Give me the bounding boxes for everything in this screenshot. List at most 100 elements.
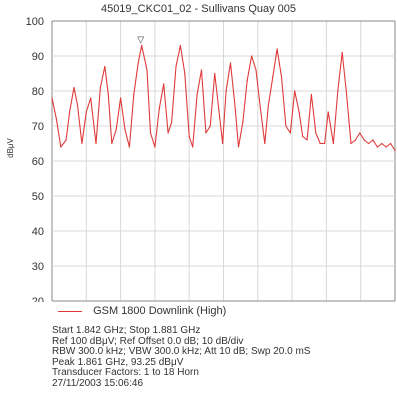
trace-point xyxy=(234,104,236,106)
trace-point xyxy=(280,76,283,78)
y-tick-label: 90 xyxy=(32,51,44,63)
info-line-timestamp: 27/11/2003 15:06:46 xyxy=(52,377,144,389)
trace-point xyxy=(294,90,296,92)
measurement-info: Start 1.842 GHz; Stop 1.881 GHz Ref 100 … xyxy=(52,325,311,390)
y-axis-label: dBμV xyxy=(6,137,15,157)
y-tick-label: 80 xyxy=(32,86,44,98)
trace-point xyxy=(209,125,211,127)
trace-point xyxy=(171,121,173,124)
trace-point xyxy=(276,48,278,50)
trace-point xyxy=(175,65,177,68)
trace-point xyxy=(128,146,130,148)
trace-point xyxy=(289,132,291,134)
trace-point xyxy=(133,93,135,96)
trace-point xyxy=(124,128,126,131)
trace-point xyxy=(272,76,274,78)
peak-marker-icon: ▽ xyxy=(137,36,144,46)
y-tick-label: 40 xyxy=(32,226,44,238)
trace-point xyxy=(332,142,335,145)
info-line-bandwidth: RBW 300.0 kHz; VBW 300.0 kHz; Att 10 dB;… xyxy=(52,346,311,358)
trace-point xyxy=(319,142,321,145)
trace-point xyxy=(237,146,240,148)
trace-point xyxy=(285,125,287,127)
y-tick-label: 30 xyxy=(32,261,44,273)
trace-point xyxy=(267,104,269,106)
trace-points xyxy=(51,44,396,152)
trace-point xyxy=(51,97,53,99)
trace-point xyxy=(65,139,67,141)
trace-point xyxy=(306,139,308,141)
trace-point xyxy=(259,107,262,110)
trace-point xyxy=(68,111,71,113)
trace-point xyxy=(381,142,383,145)
trace-point xyxy=(315,132,317,134)
trace-point xyxy=(222,142,224,145)
y-tick-label: 60 xyxy=(32,156,44,168)
trace-point xyxy=(372,139,374,141)
info-line-span: Start 1.842 GHz; Stop 1.881 GHz xyxy=(52,325,201,336)
trace-point xyxy=(104,65,106,68)
trace-point xyxy=(146,69,148,71)
trace-point xyxy=(115,128,117,131)
trace-point xyxy=(368,142,370,145)
trace-point xyxy=(324,142,326,145)
trace-point xyxy=(184,72,186,75)
trace-point xyxy=(302,135,304,138)
trace-point xyxy=(137,62,139,64)
trace-point xyxy=(385,146,387,148)
y-tick-label: 20 xyxy=(32,296,44,302)
info-line-peak: Peak 1.861 GHz, 93.25 dBμV xyxy=(52,356,184,368)
chart-title: 45019_CKC01_02 - Sullivans Quay 005 xyxy=(100,3,297,15)
trace-point xyxy=(310,93,313,96)
trace-point xyxy=(163,83,165,85)
trace-point xyxy=(242,121,244,124)
trace-point xyxy=(229,62,232,64)
trace-point xyxy=(90,97,92,99)
y-tick-label: 70 xyxy=(32,121,44,133)
y-tick-label: 100 xyxy=(26,16,44,28)
trace-point xyxy=(111,142,113,145)
trace-point xyxy=(141,44,143,47)
trace-point xyxy=(73,86,75,89)
legend: GSM 1800 Downlink (High) xyxy=(58,305,226,317)
legend-swatch xyxy=(58,310,82,312)
trace-point xyxy=(60,146,62,148)
trace-point xyxy=(200,69,203,71)
trace-point xyxy=(81,142,83,145)
trace-point xyxy=(196,93,198,96)
trace-point xyxy=(154,146,156,148)
trace-point xyxy=(107,93,109,96)
info-line-transducer: Transducer Factors: 1 to 18 Horn xyxy=(52,367,199,379)
trace-point xyxy=(76,104,79,106)
spectrum-plot: 100 90 80 70 60 50 40 30 20 dBμV ▽ xyxy=(6,16,396,302)
legend-label: GSM 1800 Downlink (High) xyxy=(93,305,227,317)
trace-point xyxy=(205,132,207,134)
trace-point xyxy=(346,93,348,96)
trace-point xyxy=(363,139,365,141)
trace-point xyxy=(218,111,220,113)
grid xyxy=(51,20,396,302)
trace-point xyxy=(149,132,152,134)
trace-point xyxy=(359,132,361,134)
trace-point xyxy=(188,135,190,138)
trace-point xyxy=(246,79,248,82)
trace-point xyxy=(158,107,160,110)
trace-point xyxy=(350,142,352,145)
trace-point xyxy=(376,146,379,148)
trace-point xyxy=(99,86,101,89)
trace-point xyxy=(225,90,227,92)
trace-point xyxy=(341,51,343,54)
y-tick-labels: 100 90 80 70 60 50 40 30 20 xyxy=(26,16,44,302)
trace-point xyxy=(354,139,357,141)
trace-point xyxy=(214,72,216,75)
trace-point xyxy=(85,111,87,113)
trace-point xyxy=(55,118,57,120)
y-tick-label: 50 xyxy=(32,191,44,203)
trace-point xyxy=(394,149,396,152)
trace-point xyxy=(120,97,122,99)
trace-point xyxy=(192,146,194,148)
trace-point xyxy=(255,69,257,71)
trace-point xyxy=(95,142,97,145)
trace-point xyxy=(264,142,266,145)
trace-point xyxy=(390,142,392,145)
